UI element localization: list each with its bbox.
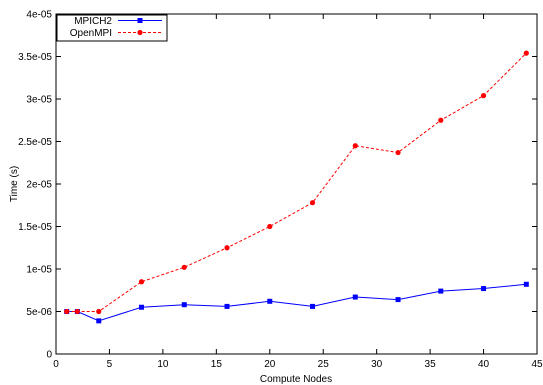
data-point-openmpi [352,143,358,149]
data-point-openmpi [181,264,187,270]
data-point-openmpi [74,308,80,315]
data-point-openmpi [480,93,487,99]
y-tick-label: 4e-05 [26,10,52,21]
data-point-mpich2 [224,303,230,309]
data-point-openmpi [438,117,444,123]
x-axis-title: Compute Nodes [260,374,332,385]
data-point-mpich2 [481,286,487,292]
data-point-openmpi [138,279,145,285]
legend-box [56,14,168,42]
legend-marker-mpich2 [137,18,143,23]
x-tick-label: 0 [53,359,59,370]
data-point-openmpi [395,149,401,156]
x-tick-label: 30 [371,359,383,370]
legend-marker-openmpi [137,29,143,36]
data-point-openmpi [96,308,102,315]
x-tick-label: 5 [107,359,113,370]
data-point-mpich2 [310,303,316,309]
x-axis: 0 5 10 15 20 25 30 35 40 45 [53,14,543,370]
x-tick-label: 10 [157,359,169,370]
data-point-openmpi [267,223,273,230]
data-point-openmpi [523,50,529,56]
y-tick-label: 3e-05 [26,95,52,106]
y-tick-label: 2.5e-05 [18,137,52,148]
y-axis-title: Time (s) [9,166,20,202]
y-tick-label: 3.5e-05 [18,52,52,63]
y-axis: 0 5e-06 1e-05 1.5e-05 2e-05 2.5e-05 3e-05 3.5e-… [18,10,537,361]
x-tick-label: 45 [531,359,543,370]
data-point-mpich2 [267,298,273,304]
series-line-openmpi [66,52,527,312]
data-point-mpich2 [96,318,102,324]
series-layer [64,50,529,324]
data-point-mpich2 [523,281,529,287]
series-line-mpich2 [66,283,527,322]
y-tick-label: 2e-05 [26,180,52,191]
data-point-mpich2 [352,294,358,300]
y-tick-label: 1.5e-05 [18,222,52,233]
y-tick-label: 5e-06 [26,307,52,318]
x-tick-label: 15 [211,359,223,370]
y-tick-label: 0 [46,350,52,361]
data-point-openmpi [64,308,70,315]
data-point-mpich2 [181,302,187,308]
plot-frame [55,13,538,355]
data-point-mpich2 [139,304,145,310]
data-point-mpich2 [438,288,444,294]
x-tick-label: 40 [478,359,490,370]
legend-swatches [118,18,162,36]
data-point-openmpi [309,200,316,206]
data-point-openmpi [224,245,230,251]
legend-label-mpich2: MPICH2 [74,16,112,27]
x-tick-label: 25 [318,359,330,370]
x-tick-label: 35 [425,359,437,370]
x-tick-label: 20 [264,359,276,370]
legend: MPICH2 OpenMPI [56,14,168,42]
legend-label-openmpi: OpenMPI [70,28,112,39]
y-tick-label: 1e-05 [26,265,52,276]
data-point-mpich2 [395,297,401,303]
